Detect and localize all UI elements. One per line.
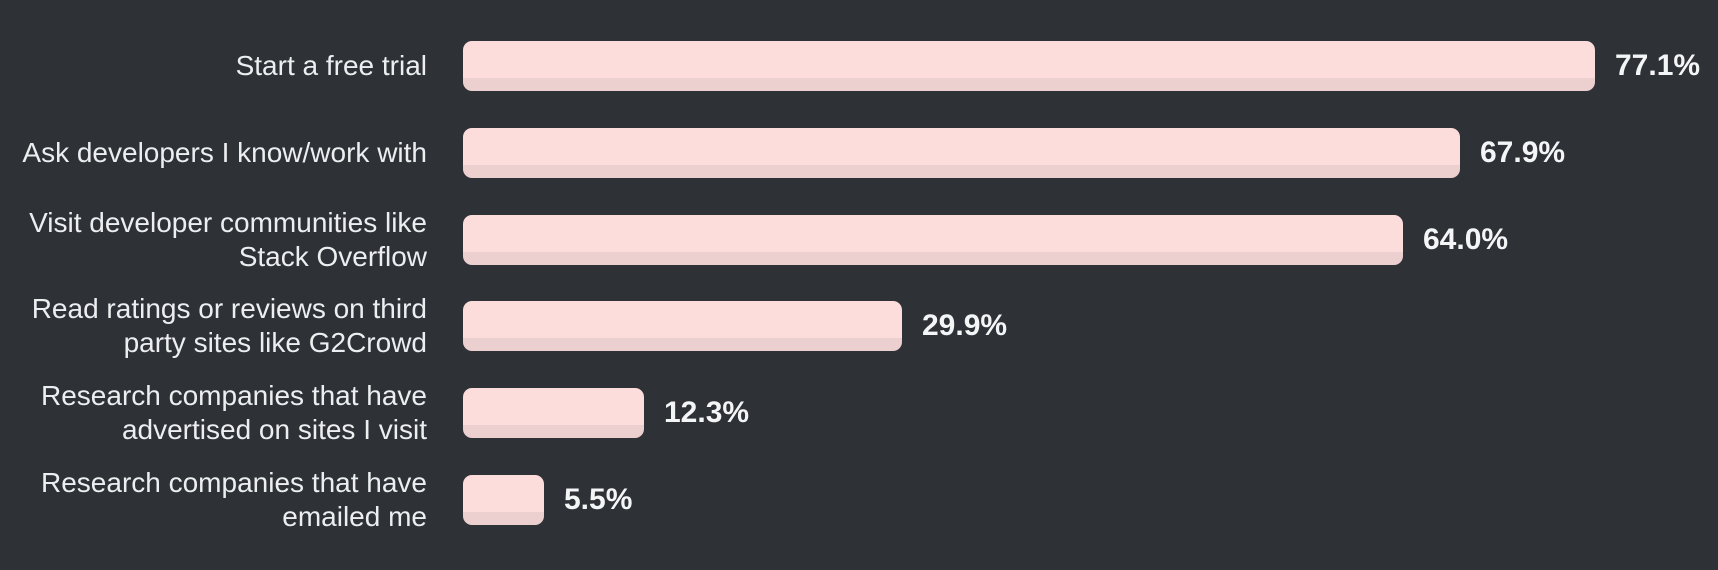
value-label: 12.3% xyxy=(664,395,750,429)
bar-track: 67.9% xyxy=(463,127,1718,178)
value-label: 77.1% xyxy=(1615,49,1701,83)
value-label: 64.0% xyxy=(1423,222,1509,256)
bar-row: Ask developers I know/work with 67.9% xyxy=(0,110,1718,197)
bar-track: 12.3% xyxy=(463,387,1718,438)
category-label: Research companies that have emailed me xyxy=(41,466,427,532)
bar-row: Start a free trial 77.1% xyxy=(0,23,1718,110)
category-label: Ask developers I know/work with xyxy=(22,137,427,169)
bar-row: Research companies that have emailed me … xyxy=(0,456,1718,543)
bar[interactable] xyxy=(463,301,902,352)
bar[interactable] xyxy=(463,474,544,525)
value-label: 67.9% xyxy=(1480,135,1566,169)
value-label: 29.9% xyxy=(922,309,1008,343)
category-label: Visit developer communities like Stack O… xyxy=(29,206,427,272)
value-label: 5.5% xyxy=(564,482,633,516)
bar-track: 29.9% xyxy=(463,301,1718,352)
bar[interactable] xyxy=(463,41,1595,92)
bar-row: Research companies that have advertised … xyxy=(0,370,1718,457)
bar[interactable] xyxy=(463,127,1460,178)
bar-track: 77.1% xyxy=(463,41,1718,92)
bar-track: 64.0% xyxy=(463,214,1718,265)
bar-track: 5.5% xyxy=(463,474,1718,525)
bar-row: Visit developer communities like Stack O… xyxy=(0,196,1718,283)
category-label: Research companies that have advertised … xyxy=(41,380,427,445)
bar-row: Read ratings or reviews on third party s… xyxy=(0,283,1718,370)
bar[interactable] xyxy=(463,387,644,438)
bar[interactable] xyxy=(463,214,1403,265)
category-label: Read ratings or reviews on third party s… xyxy=(31,293,427,359)
category-label: Start a free trial xyxy=(235,50,427,82)
